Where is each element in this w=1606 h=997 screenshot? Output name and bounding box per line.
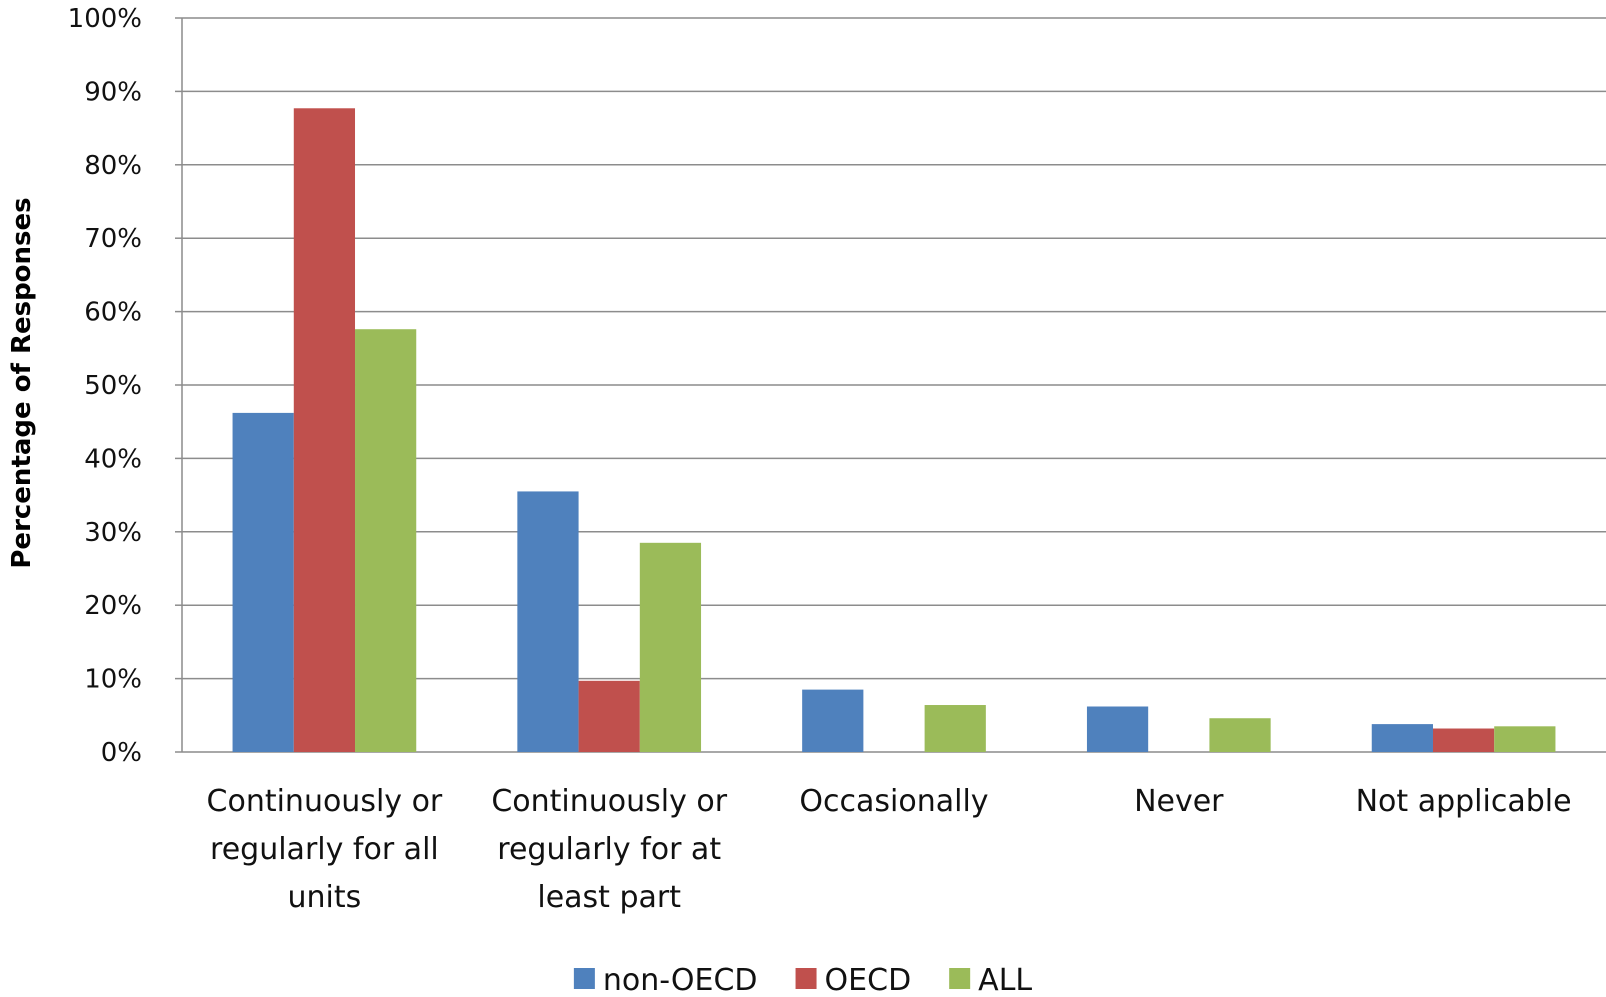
- bar-non-oecd: [232, 412, 294, 752]
- x-category-label: units: [288, 880, 362, 915]
- axes: [175, 17, 1606, 753]
- y-tick-label: 0%: [101, 738, 142, 768]
- y-tick-label: 50%: [84, 371, 142, 401]
- y-tick-label: 10%: [84, 665, 142, 695]
- bar-all: [924, 705, 986, 752]
- y-tick-label: 70%: [84, 224, 142, 254]
- y-tick-label: 20%: [84, 591, 142, 621]
- y-tick-label: 30%: [84, 518, 142, 548]
- y-axis-label: Percentage of Responses: [7, 197, 37, 568]
- legend-swatch: [573, 968, 595, 989]
- x-category-label: Occasionally: [799, 784, 988, 819]
- y-tick-label: 60%: [84, 298, 142, 328]
- legend-swatch: [795, 968, 817, 989]
- legend-label: ALL: [978, 963, 1032, 997]
- gridlines: [182, 17, 1606, 680]
- x-category-label: Not applicable: [1356, 784, 1572, 819]
- legend-label: non-OECD: [603, 963, 758, 997]
- legend-label: OECD: [825, 963, 912, 997]
- y-tick-label: 80%: [84, 151, 142, 181]
- bar-non-oecd: [1371, 724, 1433, 752]
- bar-oecd: [293, 108, 356, 753]
- y-tick-label: 40%: [84, 444, 142, 474]
- x-category-label: regularly for at: [497, 832, 721, 867]
- bar-all: [1209, 718, 1271, 752]
- bar-all: [1494, 726, 1556, 752]
- bar-non-oecd: [1086, 706, 1149, 752]
- bar-oecd: [578, 680, 640, 752]
- x-category-label: Continuously or: [491, 784, 727, 819]
- x-category-label: Never: [1134, 784, 1224, 819]
- bar-non-oecd: [802, 689, 864, 752]
- y-tick-labels: 0% 10% 20% 30% 40% 50% 60% 70% 80% 90% 100%: [68, 4, 142, 768]
- bar-oecd: [1432, 728, 1495, 752]
- y-tick-label: 100%: [68, 4, 142, 34]
- y-tick-label: 90%: [84, 77, 142, 107]
- x-category-label: Continuously or: [207, 784, 443, 819]
- bar-all: [355, 329, 417, 752]
- x-category-labels: Continuously or regularly for all units Con…: [207, 784, 1572, 915]
- bar-non-oecd: [517, 491, 579, 752]
- bars: [232, 108, 1556, 753]
- legend-swatch: [949, 968, 971, 989]
- x-category-label: least part: [537, 880, 681, 915]
- x-category-label: regularly for all: [210, 832, 439, 867]
- legend: non-OECD OECD ALL: [573, 963, 1032, 997]
- bar-all: [639, 542, 702, 752]
